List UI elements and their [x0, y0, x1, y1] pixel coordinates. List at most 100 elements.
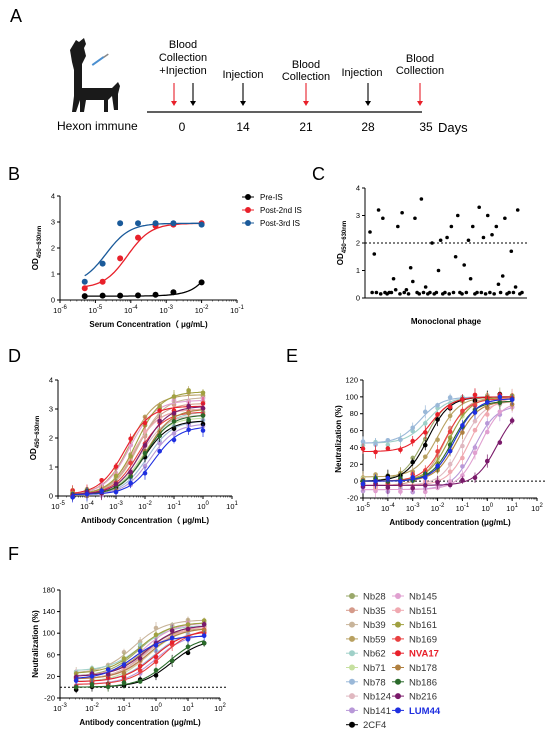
y-tick-label: 140 [42, 607, 55, 616]
y-tick-label: 40 [350, 443, 358, 452]
data-point [447, 404, 453, 410]
y-tick-label: 60 [350, 426, 358, 435]
legend-label: Nb216 [409, 692, 437, 703]
data-point [373, 442, 378, 447]
legend-marker [349, 607, 355, 614]
x-axis-title: Antibody Concentration（ μg/mL) [81, 515, 209, 525]
data-point [447, 429, 453, 435]
data-point [492, 292, 496, 296]
data-point [462, 263, 466, 267]
data-point [128, 454, 133, 459]
data-point [171, 419, 177, 424]
data-point [200, 405, 206, 411]
data-point [507, 290, 511, 295]
y-tick-label: 3 [49, 405, 53, 414]
timeline-event-label: Injection [342, 67, 383, 79]
data-point [422, 454, 428, 460]
x-tick-label: 10-3 [159, 305, 173, 315]
data-point [198, 221, 205, 228]
data-point [186, 417, 191, 423]
data-point [198, 279, 205, 286]
data-point [185, 626, 191, 632]
panel-b-chart: 10-6 10-5 10-4 10-3 10-2 10-1 0 1 2 3 4 Serum Conce… [31, 192, 302, 330]
panel-d-chart: 10-5 10-4 10-3 10-2 10-1 100 10101234Antibody … [29, 376, 239, 526]
data-point [370, 290, 374, 295]
data-point [186, 427, 191, 433]
timeline-event-label: Blood [169, 39, 197, 51]
series-line [72, 408, 204, 495]
data-point [142, 443, 148, 448]
data-point [393, 287, 398, 292]
data-point [421, 290, 426, 295]
data-point [497, 394, 503, 400]
data-point [396, 224, 400, 229]
data-point [488, 290, 492, 295]
y-tick-label: 2 [49, 434, 53, 443]
data-point [494, 224, 499, 229]
y-tick-label: 0 [354, 477, 358, 486]
data-point [509, 418, 515, 423]
data-point [117, 220, 124, 227]
timeline-arrow-head [240, 101, 246, 106]
data-point [470, 224, 475, 229]
data-point [484, 405, 490, 411]
legend-marker [349, 664, 355, 671]
legend-label: Nb28 [363, 592, 386, 603]
data-point [186, 388, 191, 393]
panel-c-chart: 0 1 2 3 4 Monoclonal phage OD450~630nm [336, 184, 527, 326]
timeline-arrow-head [190, 101, 196, 106]
series-line [72, 400, 203, 495]
y-tick-label: 3 [356, 211, 360, 220]
legend-marker [349, 693, 355, 700]
data-point [170, 289, 177, 296]
data-point [121, 656, 127, 661]
data-point [153, 643, 159, 648]
data-point [142, 463, 148, 469]
x-axis-title: Serum Concentration（ μg/mL) [89, 319, 208, 329]
llama-icon [70, 38, 120, 112]
legend-label: Nb39 [363, 620, 386, 631]
y-tick-label: 100 [42, 629, 55, 638]
data-point [509, 397, 515, 402]
x-tick-label: 101 [506, 503, 518, 513]
data-point [389, 290, 394, 295]
x-tick-label: 102 [214, 703, 226, 713]
y-tick-label: 0 [356, 294, 360, 303]
data-point [417, 292, 422, 296]
data-point [434, 290, 439, 295]
data-point [460, 408, 465, 414]
data-point [422, 489, 428, 495]
data-point [169, 658, 175, 663]
y-tick-label: 120 [345, 376, 358, 385]
data-point [99, 292, 106, 299]
x-axis-title: Antibody concentration (μg/mL) [79, 718, 201, 727]
x-tick-label: 10-2 [195, 305, 209, 315]
data-point [410, 475, 416, 480]
data-point [135, 220, 142, 227]
legend-label: Nb35 [363, 606, 386, 617]
data-point [410, 459, 416, 465]
data-point [169, 639, 175, 645]
data-point [142, 470, 148, 476]
data-point [84, 491, 90, 497]
data-point [460, 292, 464, 296]
data-point [445, 235, 449, 240]
data-point [200, 428, 206, 433]
data-point [484, 400, 490, 405]
data-point [201, 640, 207, 646]
data-point [422, 421, 428, 426]
legend-marker [395, 707, 401, 714]
y-tick-label: 1 [51, 270, 55, 279]
data-point [481, 235, 486, 240]
legend-label: 2CF4 [363, 720, 386, 731]
legend-label: Nb124 [363, 692, 391, 703]
data-point [443, 290, 447, 295]
y-tick-label: 80 [350, 409, 358, 418]
timeline-arrow-head [365, 101, 371, 106]
data-point [200, 413, 206, 418]
legend-marker [395, 635, 401, 642]
data-point [201, 628, 207, 633]
legend-label: Pre-IS [260, 193, 283, 202]
panel-letter-d: D [8, 346, 21, 366]
timeline-event-label: Blood [406, 53, 434, 65]
